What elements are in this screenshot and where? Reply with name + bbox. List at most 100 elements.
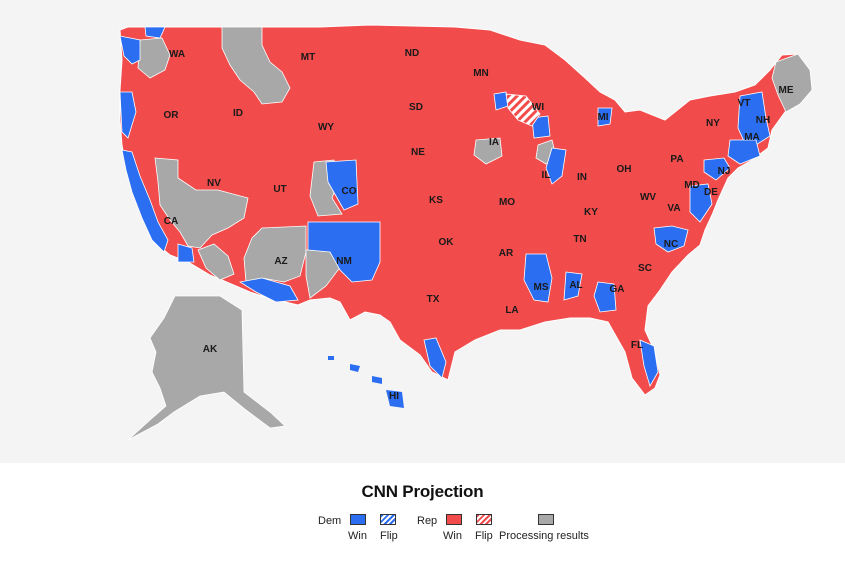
region-dem[interactable] bbox=[372, 376, 382, 384]
legend-dem-win-swatch[interactable] bbox=[350, 514, 366, 525]
region-dem[interactable] bbox=[703, 157, 731, 181]
state-label-oh: OH bbox=[617, 164, 632, 175]
region-dem[interactable] bbox=[386, 390, 404, 408]
legend-rep-label: Rep bbox=[417, 515, 438, 527]
region-dem[interactable] bbox=[727, 139, 761, 165]
state-label-hi: HI bbox=[389, 391, 399, 402]
region-dem[interactable] bbox=[689, 183, 713, 223]
state-label-tx: TX bbox=[427, 294, 440, 305]
region-dem[interactable] bbox=[523, 253, 553, 303]
legend-dem-flip-swatch[interactable] bbox=[380, 514, 396, 525]
region-processing[interactable] bbox=[137, 37, 171, 79]
state-label-az: AZ bbox=[274, 256, 287, 267]
state-label-ne: NE bbox=[411, 147, 425, 158]
region-dem[interactable] bbox=[328, 356, 334, 360]
region-dem[interactable] bbox=[144, 26, 166, 39]
region-dem[interactable] bbox=[350, 364, 360, 372]
state-label-ak: AK bbox=[203, 344, 218, 355]
legend-rep-win-swatch[interactable] bbox=[446, 514, 462, 525]
legend-dem-flip-label: Flip bbox=[380, 530, 398, 542]
state-label-nm: NM bbox=[336, 256, 352, 267]
state-label-ut: UT bbox=[273, 184, 286, 195]
state-label-ma: MA bbox=[744, 132, 760, 143]
region-dem[interactable] bbox=[531, 115, 551, 139]
region-rep-flip[interactable] bbox=[505, 93, 541, 127]
region-dem[interactable] bbox=[593, 281, 617, 313]
state-label-md: MD bbox=[684, 180, 700, 191]
lower-48 bbox=[119, 24, 813, 396]
state-label-de: DE bbox=[704, 187, 718, 198]
state-label-sc: SC bbox=[638, 263, 652, 274]
region-processing[interactable] bbox=[154, 157, 249, 249]
state-label-nv: NV bbox=[207, 178, 221, 189]
region-processing[interactable] bbox=[127, 295, 286, 441]
state-label-wy: WY bbox=[318, 122, 334, 133]
state-label-in: IN bbox=[577, 172, 587, 183]
us-mainland-shape bbox=[119, 24, 813, 396]
state-label-la: LA bbox=[505, 305, 518, 316]
dem-regions bbox=[119, 26, 771, 388]
state-label-ca: CA bbox=[164, 216, 178, 227]
state-label-fl: FL bbox=[631, 340, 643, 351]
state-label-tn: TN bbox=[573, 234, 586, 245]
state-label-wv: WV bbox=[640, 192, 656, 203]
region-dem[interactable] bbox=[177, 243, 195, 263]
state-label-nc: NC bbox=[664, 239, 678, 250]
legend: Dem Rep Win Flip Win Flip Processing res… bbox=[0, 512, 845, 552]
state-label-il: IL bbox=[542, 170, 551, 181]
region-dem[interactable] bbox=[639, 339, 659, 388]
legend-title: CNN Projection bbox=[361, 482, 484, 501]
state-label-ky: KY bbox=[584, 207, 598, 218]
map-panel: WA OR CA ID NV MT WY UT AZ CO NM ND SD NE KS OK TX MN IA MO… bbox=[0, 0, 845, 463]
legend-processing-label: Processing results bbox=[499, 530, 589, 542]
state-label-nj: NJ bbox=[718, 166, 731, 177]
state-label-ms: MS bbox=[534, 282, 549, 293]
region-dem[interactable] bbox=[325, 159, 359, 211]
rep-flip-regions bbox=[505, 93, 541, 127]
region-dem[interactable] bbox=[238, 277, 299, 303]
hawaii-inset bbox=[328, 356, 404, 408]
state-label-ny: NY bbox=[706, 118, 720, 129]
state-label-id: ID bbox=[233, 108, 243, 119]
state-labels: WA OR CA ID NV MT WY UT AZ CO NM ND SD NE KS OK TX MN IA MO… bbox=[164, 48, 794, 402]
region-dem[interactable] bbox=[737, 91, 771, 151]
state-label-mo: MO bbox=[499, 197, 515, 208]
state-label-nd: ND bbox=[405, 48, 419, 59]
region-processing[interactable] bbox=[221, 26, 291, 105]
region-dem[interactable] bbox=[307, 221, 381, 283]
region-dem[interactable] bbox=[597, 107, 613, 127]
region-dem[interactable] bbox=[119, 91, 137, 139]
region-dem[interactable] bbox=[545, 147, 567, 185]
state-label-me: ME bbox=[779, 85, 794, 96]
region-dem[interactable] bbox=[653, 225, 689, 253]
state-label-al: AL bbox=[569, 280, 582, 291]
state-label-va: VA bbox=[667, 203, 680, 214]
region-processing[interactable] bbox=[243, 225, 307, 283]
region-processing[interactable] bbox=[771, 53, 813, 113]
state-label-ok: OK bbox=[439, 237, 455, 248]
state-label-or: OR bbox=[164, 110, 180, 121]
state-label-ga: GA bbox=[610, 284, 625, 295]
legend-rep-win-label: Win bbox=[443, 530, 462, 542]
legend-dem-win-label: Win bbox=[348, 530, 367, 542]
state-label-ks: KS bbox=[429, 195, 443, 206]
legend-processing-swatch[interactable] bbox=[538, 514, 554, 525]
state-label-mn: MN bbox=[473, 68, 489, 79]
us-map[interactable]: WA OR CA ID NV MT WY UT AZ CO NM ND SD NE KS OK TX MN IA MO… bbox=[0, 0, 845, 463]
region-processing[interactable] bbox=[197, 243, 235, 281]
region-dem[interactable] bbox=[121, 149, 169, 253]
state-label-vt: VT bbox=[738, 98, 751, 109]
region-processing[interactable] bbox=[473, 137, 503, 165]
legend-rep-flip-swatch[interactable] bbox=[476, 514, 492, 525]
state-label-wi: WI bbox=[532, 102, 544, 113]
state-label-pa: PA bbox=[670, 154, 683, 165]
state-label-wa: WA bbox=[169, 49, 185, 60]
legend-dem-label: Dem bbox=[318, 515, 342, 527]
region-dem[interactable] bbox=[423, 337, 447, 379]
state-label-co: CO bbox=[342, 186, 357, 197]
region-dem[interactable] bbox=[563, 271, 583, 301]
region-dem[interactable] bbox=[119, 35, 141, 65]
state-label-ia: IA bbox=[489, 137, 499, 148]
state-label-ar: AR bbox=[499, 248, 514, 259]
state-label-mi: MI bbox=[597, 112, 608, 123]
